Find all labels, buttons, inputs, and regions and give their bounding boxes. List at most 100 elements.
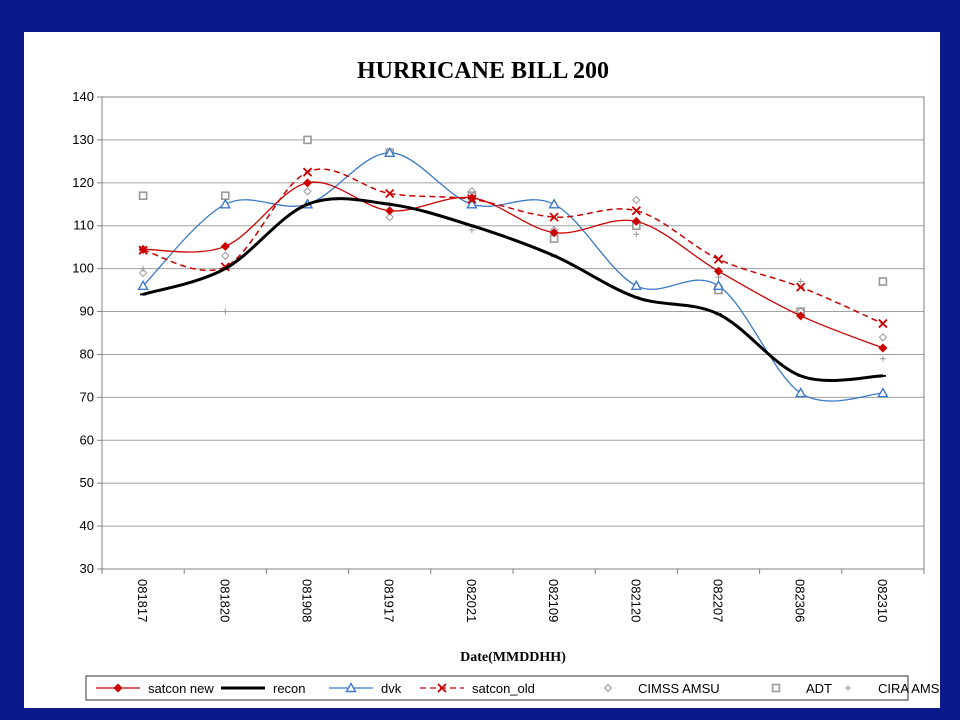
data-point — [630, 279, 642, 290]
legend-marker — [113, 683, 123, 693]
series-line — [142, 168, 884, 325]
data-point — [878, 333, 888, 342]
data-point — [219, 198, 231, 209]
data-point — [138, 244, 148, 254]
y-tick-label: 130 — [72, 132, 94, 147]
data-point — [303, 135, 312, 145]
x-axis-label: Date(MMDDHH) — [460, 650, 566, 665]
data-point — [221, 251, 230, 260]
legend-marker — [437, 683, 447, 693]
series-group — [137, 135, 889, 402]
legend-item: ADT — [771, 681, 832, 696]
x-axis: 081817 081820 081908 081917 082021 082109 0821… — [101, 569, 925, 622]
data-point — [878, 277, 888, 286]
x-tick-label: 082120 — [628, 579, 643, 622]
legend-marker — [345, 682, 357, 693]
x-tick-label: 081917 — [382, 579, 397, 622]
y-tick-label: 50 — [80, 475, 94, 490]
x-tick-label: 081820 — [217, 579, 232, 622]
chart-title: HURRICANE BILL 200 — [357, 58, 609, 84]
data-point — [879, 355, 886, 362]
data-point — [221, 191, 230, 200]
data-point — [632, 195, 641, 205]
data-point — [878, 343, 888, 353]
data-point — [468, 227, 475, 234]
data-point — [140, 265, 147, 272]
legend-item: recon — [221, 681, 306, 696]
data-point — [137, 279, 149, 290]
series-line — [143, 181, 884, 349]
data-point — [797, 278, 804, 285]
legend-marker — [845, 685, 851, 691]
data-point — [385, 188, 395, 199]
x-tick-label: 082109 — [546, 579, 561, 622]
legend: satcon new recon dvk satcon_old CIMSS AMSU AD… — [96, 681, 940, 696]
y-tick-label: 100 — [72, 261, 94, 276]
legend-item: satcon new — [96, 681, 214, 696]
legend-label: ADT — [806, 681, 832, 696]
data-point — [466, 198, 478, 209]
data-point — [548, 198, 560, 209]
data-point — [549, 228, 559, 238]
y-tick-label: 80 — [80, 346, 94, 361]
data-point — [303, 178, 312, 188]
y-tick-label: 70 — [80, 389, 94, 404]
legend-label: satcon_old — [472, 681, 535, 696]
y-tick-label: 90 — [80, 304, 94, 319]
legend-item: CIMSS AMSU — [603, 681, 720, 696]
data-point — [385, 206, 395, 216]
data-point — [633, 231, 640, 238]
line-chart: HURRICANE BILL 200 30 40 50 60 70 80 90 100 110 1… — [72, 58, 940, 701]
legend-item: dvk — [329, 681, 402, 696]
y-tick-label: 40 — [80, 518, 94, 533]
x-tick-label: 082306 — [793, 579, 808, 622]
data-point — [796, 311, 806, 321]
data-point — [467, 193, 477, 203]
y-tick-label: 30 — [80, 561, 94, 576]
legend-label: recon — [273, 681, 306, 696]
data-point — [631, 206, 641, 216]
y-axis: 30 40 50 60 70 80 90 100 110 120 130 140 — [72, 89, 102, 576]
data-point — [384, 146, 396, 157]
legend-item: CIRA AMSU — [845, 681, 940, 696]
x-tick-label: 082310 — [875, 579, 890, 622]
y-tick-label: 60 — [80, 432, 94, 447]
data-point — [712, 279, 725, 290]
x-tick-label: 082021 — [464, 579, 479, 622]
y-tick-label: 120 — [72, 175, 94, 190]
chart-panel: HURRICANE BILL 200 30 40 50 60 70 80 90 100 110 1… — [24, 32, 940, 708]
legend-marker — [603, 683, 613, 693]
data-point — [878, 318, 888, 329]
data-point — [796, 282, 806, 292]
data-point — [220, 241, 230, 251]
legend-marker — [771, 683, 781, 693]
data-point — [631, 216, 641, 226]
series-dvk — [137, 146, 889, 402]
legend-label: satcon new — [148, 681, 214, 696]
data-point — [222, 308, 229, 315]
data-point — [138, 268, 148, 278]
series-line — [142, 197, 883, 382]
data-point — [795, 387, 807, 398]
x-tick-label: 081908 — [300, 579, 315, 622]
data-point — [713, 254, 724, 264]
plot-area — [101, 96, 925, 570]
grid — [102, 139, 924, 527]
x-tick-label: 082207 — [711, 579, 726, 622]
legend-item: satcon_old — [420, 681, 535, 696]
y-tick-label: 140 — [72, 89, 94, 104]
series-recon — [140, 197, 886, 382]
data-point — [302, 167, 313, 177]
series-satcon-new — [138, 178, 888, 353]
legend-label: CIMSS AMSU — [638, 681, 720, 696]
data-point — [303, 187, 312, 196]
data-point — [549, 212, 559, 222]
data-point — [385, 212, 394, 222]
data-point — [138, 191, 148, 200]
series-cimss-amsu — [138, 187, 888, 342]
legend-label: dvk — [381, 681, 402, 696]
x-tick-label: 081817 — [135, 579, 150, 622]
legend-label: CIRA AMSU — [878, 681, 940, 696]
data-point — [877, 387, 889, 398]
y-tick-label: 110 — [73, 218, 94, 233]
